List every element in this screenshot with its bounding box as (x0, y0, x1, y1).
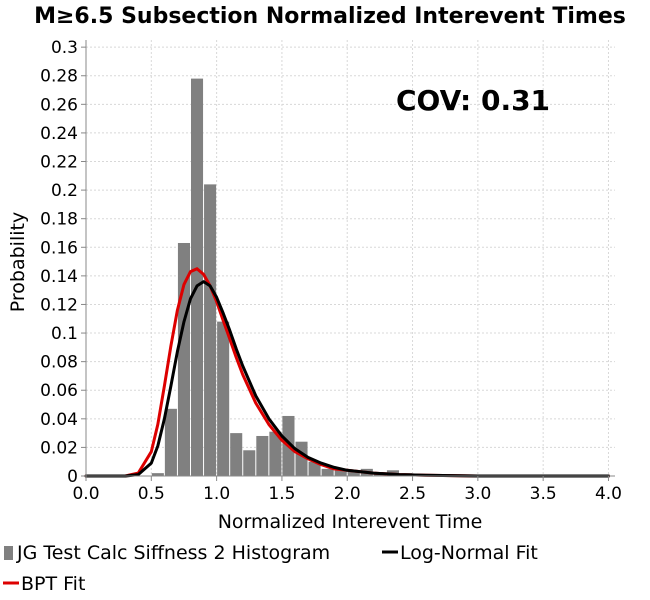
histogram-bar (217, 321, 230, 476)
y-tick-label: 0.12 (40, 295, 78, 315)
x-tick-label: 1.0 (203, 484, 230, 504)
y-tick-label: 0.28 (40, 67, 78, 87)
x-tick-label: 2.0 (334, 484, 361, 504)
y-ticks: 0 0.02 0.04 0.06 0.08 0.1 0.12 0.14 0.16 0.18 0.2 0… (40, 38, 86, 487)
y-tick-label: 0.24 (40, 124, 78, 144)
y-tick-label: 0.3 (51, 38, 78, 58)
y-axis-label: Probability (7, 212, 29, 312)
legend-histogram-label: JG Test Calc Siffness 2 Histogram (16, 542, 330, 564)
y-tick-label: 0.18 (40, 210, 78, 230)
histogram-bar (230, 433, 243, 476)
y-tick-label: 0.02 (40, 438, 78, 458)
axes (85, 40, 615, 477)
x-tick-label: 4.0 (595, 484, 622, 504)
x-axis-label: Normalized Interevent Time (218, 511, 483, 533)
histogram-bar (164, 408, 177, 476)
fit-lines (84, 267, 610, 478)
legend-bpt-label: BPT Fit (21, 573, 85, 595)
histogram-bars (151, 78, 413, 477)
chart-title: M≥6.5 Subsection Normalized Interevent T… (34, 4, 626, 29)
y-tick-label: 0.26 (40, 95, 78, 115)
x-tick-label: 0.5 (138, 484, 165, 504)
histogram-bar (151, 473, 164, 476)
x-tick-label: 3.5 (530, 484, 557, 504)
histogram-bar (269, 431, 282, 476)
y-tick-label: 0.08 (40, 353, 78, 373)
log-normal-fit-line (84, 280, 610, 478)
histogram-bar (347, 471, 360, 476)
x-tick-label: 1.5 (268, 484, 295, 504)
histogram-bar (243, 450, 256, 476)
histogram-bar (256, 435, 269, 476)
y-tick-label: 0.1 (51, 324, 78, 344)
legend-lognormal-label: Log-Normal Fit (400, 542, 538, 564)
histogram-bar (190, 78, 204, 477)
histogram-bar (204, 184, 217, 477)
y-tick-label: 0.04 (40, 410, 78, 430)
histogram-bar (321, 468, 334, 476)
x-tick-label: 3.0 (464, 484, 491, 504)
x-ticks: 0.0 0.5 1.0 1.5 2.0 2.5 3.0 3.5 4.0 (72, 476, 622, 504)
cov-annotation: COV: 0.31 (396, 84, 550, 117)
y-tick-label: 0.2 (51, 181, 78, 201)
y-tick-label: 0.06 (40, 381, 78, 401)
plot-area (86, 40, 615, 476)
histogram-bar (308, 461, 321, 476)
y-tick-label: 0.22 (40, 153, 78, 173)
legend: JG Test Calc Siffness 2 Histogram Log-No… (3, 542, 538, 595)
y-tick-label: 0.16 (40, 238, 78, 258)
x-tick-label: 2.5 (399, 484, 426, 504)
y-tick-label: 0 (67, 467, 78, 487)
y-tick-label: 0.14 (40, 267, 78, 287)
legend-histogram-swatch (4, 546, 13, 560)
x-tick-label: 0.0 (72, 484, 99, 504)
histogram-bar (334, 470, 347, 476)
